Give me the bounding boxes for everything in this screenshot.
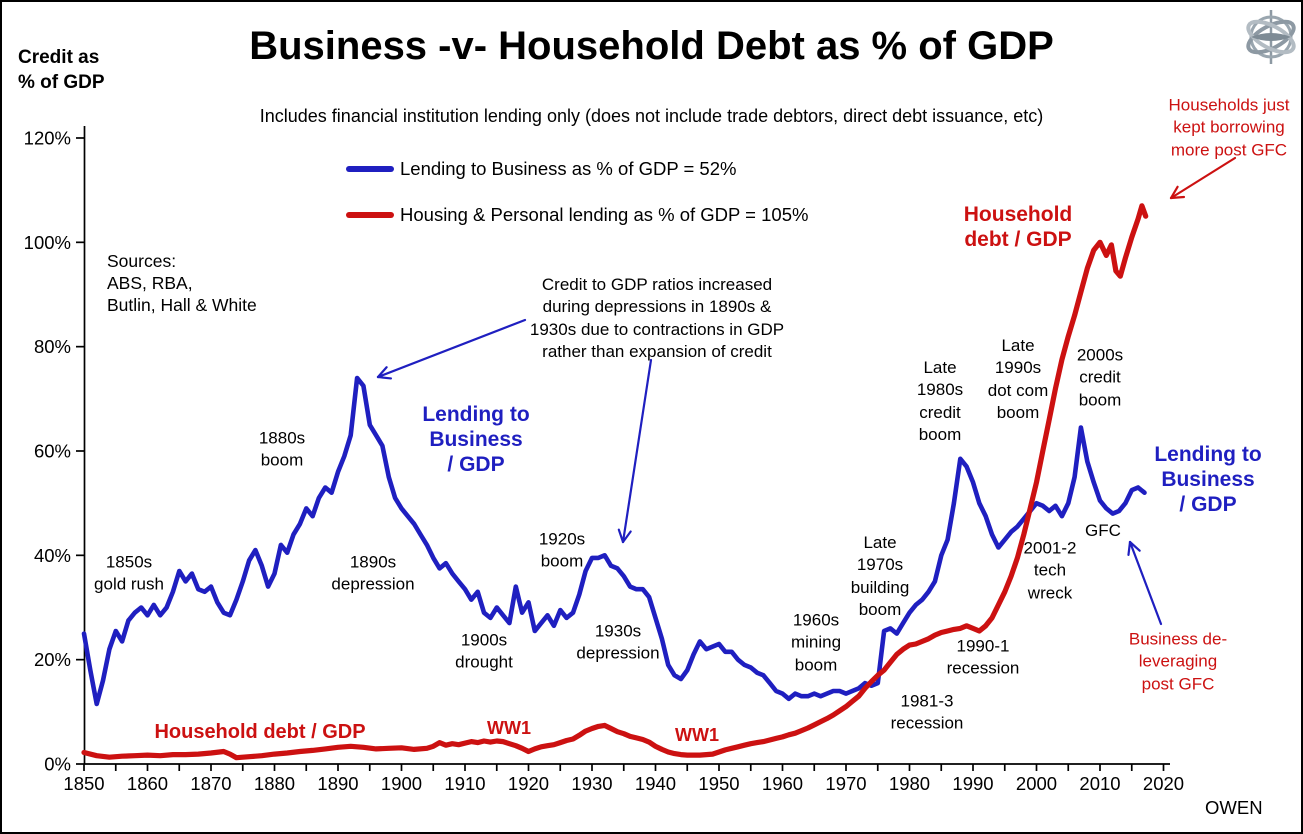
arrow-business-deleveraging-head (1127, 540, 1132, 557)
legend-swatch-business (346, 166, 394, 172)
y-axis-tick-label: 20% (34, 649, 71, 670)
x-axis-tick-label: 1900 (381, 773, 422, 794)
y-axis-tick-label: 60% (34, 440, 71, 461)
x-axis-tick-label: 1870 (190, 773, 231, 794)
x-axis-tick-label: 1890 (317, 773, 358, 794)
series-line-household-lending (81, 203, 1149, 761)
x-axis-tick-label: 1940 (635, 773, 676, 794)
gyroscope-logo-icon (1246, 10, 1296, 64)
sources-note: Sources: ABS, RBA, Butlin, Hall & White (107, 251, 257, 316)
arrow-households-post-gfc (1169, 156, 1237, 200)
arrow-to-1893-peak-head (376, 375, 393, 380)
arrow-to-1932-peak-head (621, 530, 632, 544)
chart-subtitle: Includes financial institution lending o… (259, 106, 1044, 126)
x-axis-tick-label: 1850 (63, 773, 104, 794)
arrow-to-1893-peak-head (376, 366, 388, 379)
watermark-owen: OWEN (1205, 797, 1263, 818)
arrow-business-deleveraging (1128, 540, 1163, 626)
y-axis-unit-label: Credit as % of GDP (18, 47, 105, 93)
legend-label-household: Housing & Personal lending as % of GDP =… (400, 204, 809, 225)
arrow-households-post-gfc-head (1169, 185, 1179, 200)
x-axis-tick-label: 2010 (1079, 773, 1120, 794)
y-axis-tick-label: 0% (44, 754, 71, 775)
y-axis-tick-label: 100% (24, 232, 71, 253)
x-axis-tick-label: 1920 (508, 773, 549, 794)
arrow-households-post-gfc-head (1169, 195, 1186, 200)
legend-item-household: Housing & Personal lending as % of GDP =… (346, 204, 808, 226)
legend-swatch-household (346, 212, 394, 218)
y-axis-tick-label: 120% (24, 127, 71, 148)
arrow-business-deleveraging-head (1128, 540, 1141, 552)
x-axis-tick-label: 1990 (952, 773, 993, 794)
series-line-business-lending (81, 375, 1147, 707)
y-axis-tick-label: 40% (34, 545, 71, 566)
x-axis-tick-label: 2020 (1143, 773, 1184, 794)
legend-label-business: Lending to Business as % of GDP = 52% (400, 158, 737, 179)
arrow-to-1932-peak (621, 358, 653, 544)
y-axis-tick-label: 80% (34, 336, 71, 357)
x-axis-tick-label: 1970 (825, 773, 866, 794)
arrow-to-1932-peak-head (617, 528, 625, 544)
x-axis-tick-label: 1980 (889, 773, 930, 794)
legend: Lending to Business as % of GDP = 52% Ho… (346, 158, 808, 250)
x-axis-tick-label: 1930 (571, 773, 612, 794)
x-axis-tick-label: 1950 (698, 773, 739, 794)
x-axis-tick-label: 1910 (444, 773, 485, 794)
x-axis-tick-label: 1960 (762, 773, 803, 794)
x-axis-tick-label: 2000 (1016, 773, 1057, 794)
x-axis-tick-label: 1880 (254, 773, 295, 794)
chart-title: Business -v- Household Debt as % of GDP (249, 24, 1054, 68)
x-axis-tick-label: 1860 (127, 773, 168, 794)
legend-item-business: Lending to Business as % of GDP = 52% (346, 158, 808, 180)
arrow-to-1893-peak (376, 318, 527, 379)
